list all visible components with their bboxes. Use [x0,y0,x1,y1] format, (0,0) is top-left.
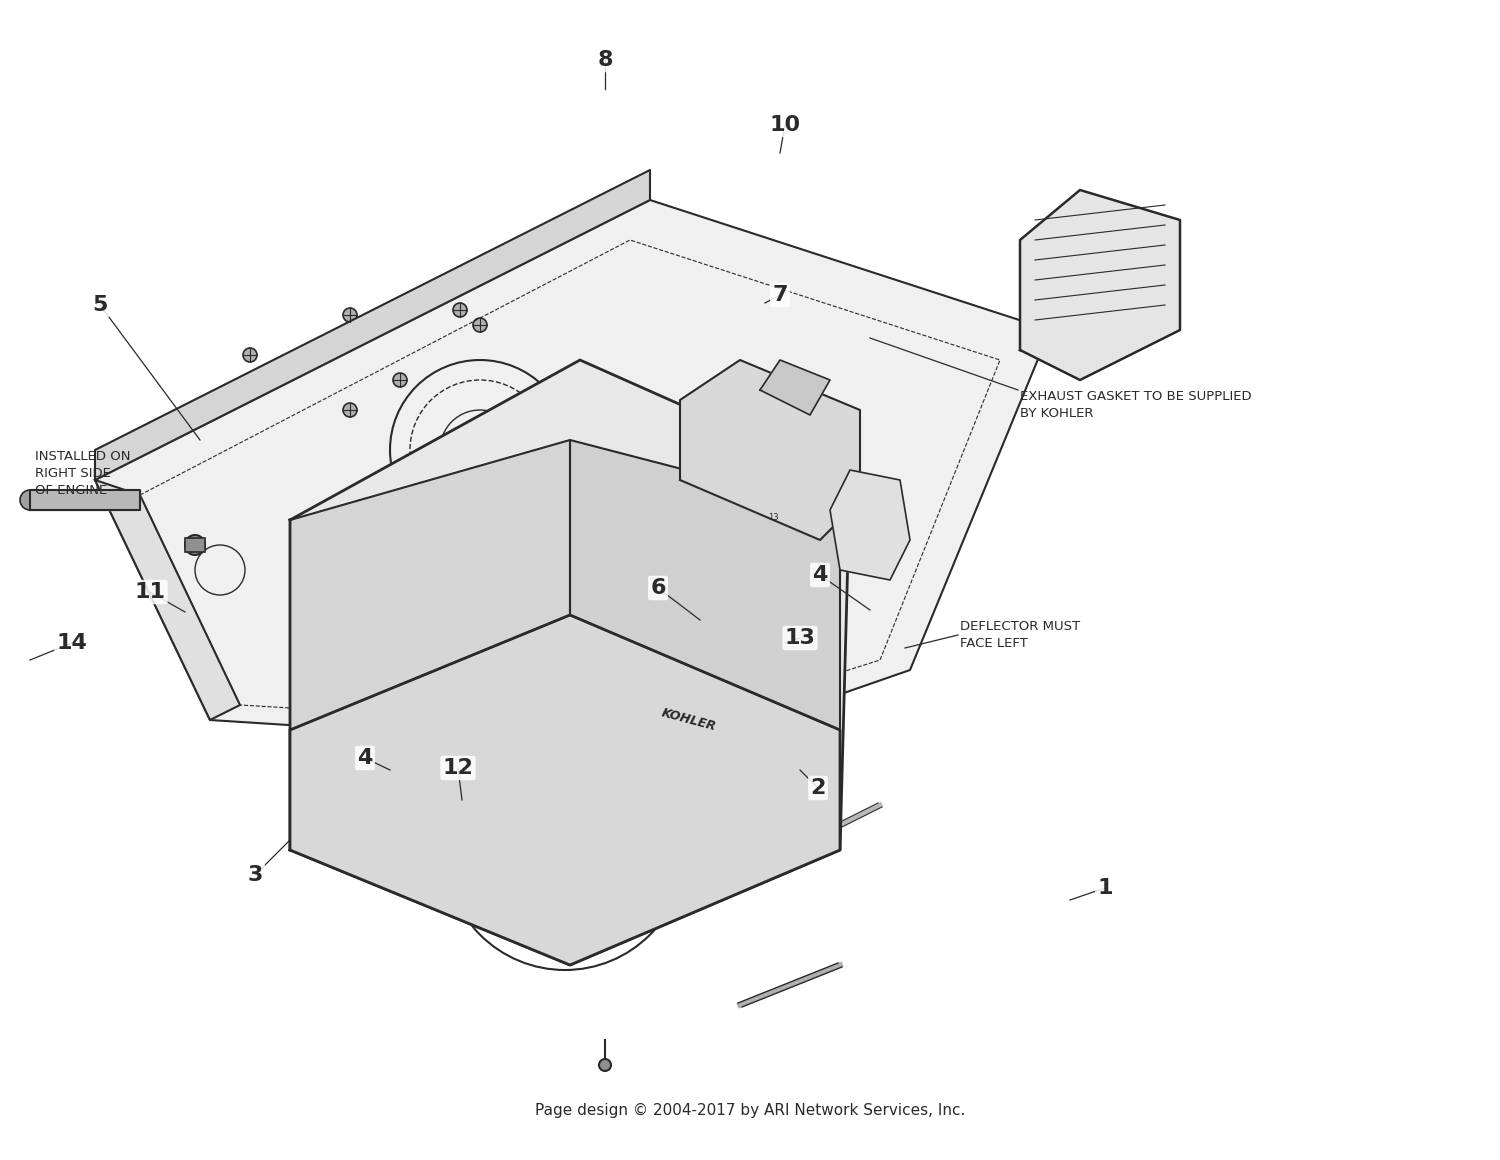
Polygon shape [94,480,240,720]
Text: 8: 8 [597,50,612,70]
Text: 4: 4 [813,565,828,585]
Polygon shape [830,470,910,580]
Text: INSTALLED ON
RIGHT SIDE
OF ENGINE: INSTALLED ON RIGHT SIDE OF ENGINE [34,450,130,496]
Text: Page design © 2004-2017 by ARI Network Services, Inc.: Page design © 2004-2017 by ARI Network S… [536,1102,964,1117]
Text: 5: 5 [93,295,108,316]
Circle shape [536,820,596,880]
Text: 1: 1 [1096,878,1113,898]
Polygon shape [94,171,650,480]
Text: 4: 4 [357,748,372,768]
Circle shape [393,374,406,387]
Text: 12: 12 [442,757,474,778]
Text: 14: 14 [57,633,87,653]
Text: 13: 13 [768,513,778,522]
Polygon shape [680,360,859,541]
Text: KOHLER: KOHLER [660,706,717,733]
Circle shape [472,318,488,332]
Text: DEFLECTOR MUST
FACE LEFT: DEFLECTOR MUST FACE LEFT [960,619,1080,650]
Text: 2: 2 [810,778,825,798]
Polygon shape [570,440,840,730]
Bar [184,538,206,552]
Polygon shape [30,490,140,510]
Circle shape [598,1059,610,1071]
Text: 6: 6 [651,578,666,599]
Polygon shape [760,360,830,415]
Polygon shape [1020,190,1180,380]
Polygon shape [290,615,840,965]
Circle shape [243,348,256,362]
Polygon shape [94,200,1050,751]
Text: EXHAUST GASKET TO BE SUPPLIED
BY KOHLER: EXHAUST GASKET TO BE SUPPLIED BY KOHLER [1020,390,1251,420]
Circle shape [20,490,40,510]
Circle shape [344,309,357,322]
Polygon shape [290,440,570,730]
Circle shape [184,535,206,554]
Text: 10: 10 [770,115,801,135]
Text: 7: 7 [772,285,788,305]
Circle shape [465,435,495,465]
Circle shape [344,403,357,416]
Text: ARI: ARI [417,472,764,648]
Circle shape [453,303,466,317]
Text: 13: 13 [784,628,816,648]
Polygon shape [290,360,850,965]
Text: 3: 3 [248,865,262,885]
Text: 11: 11 [135,582,165,602]
